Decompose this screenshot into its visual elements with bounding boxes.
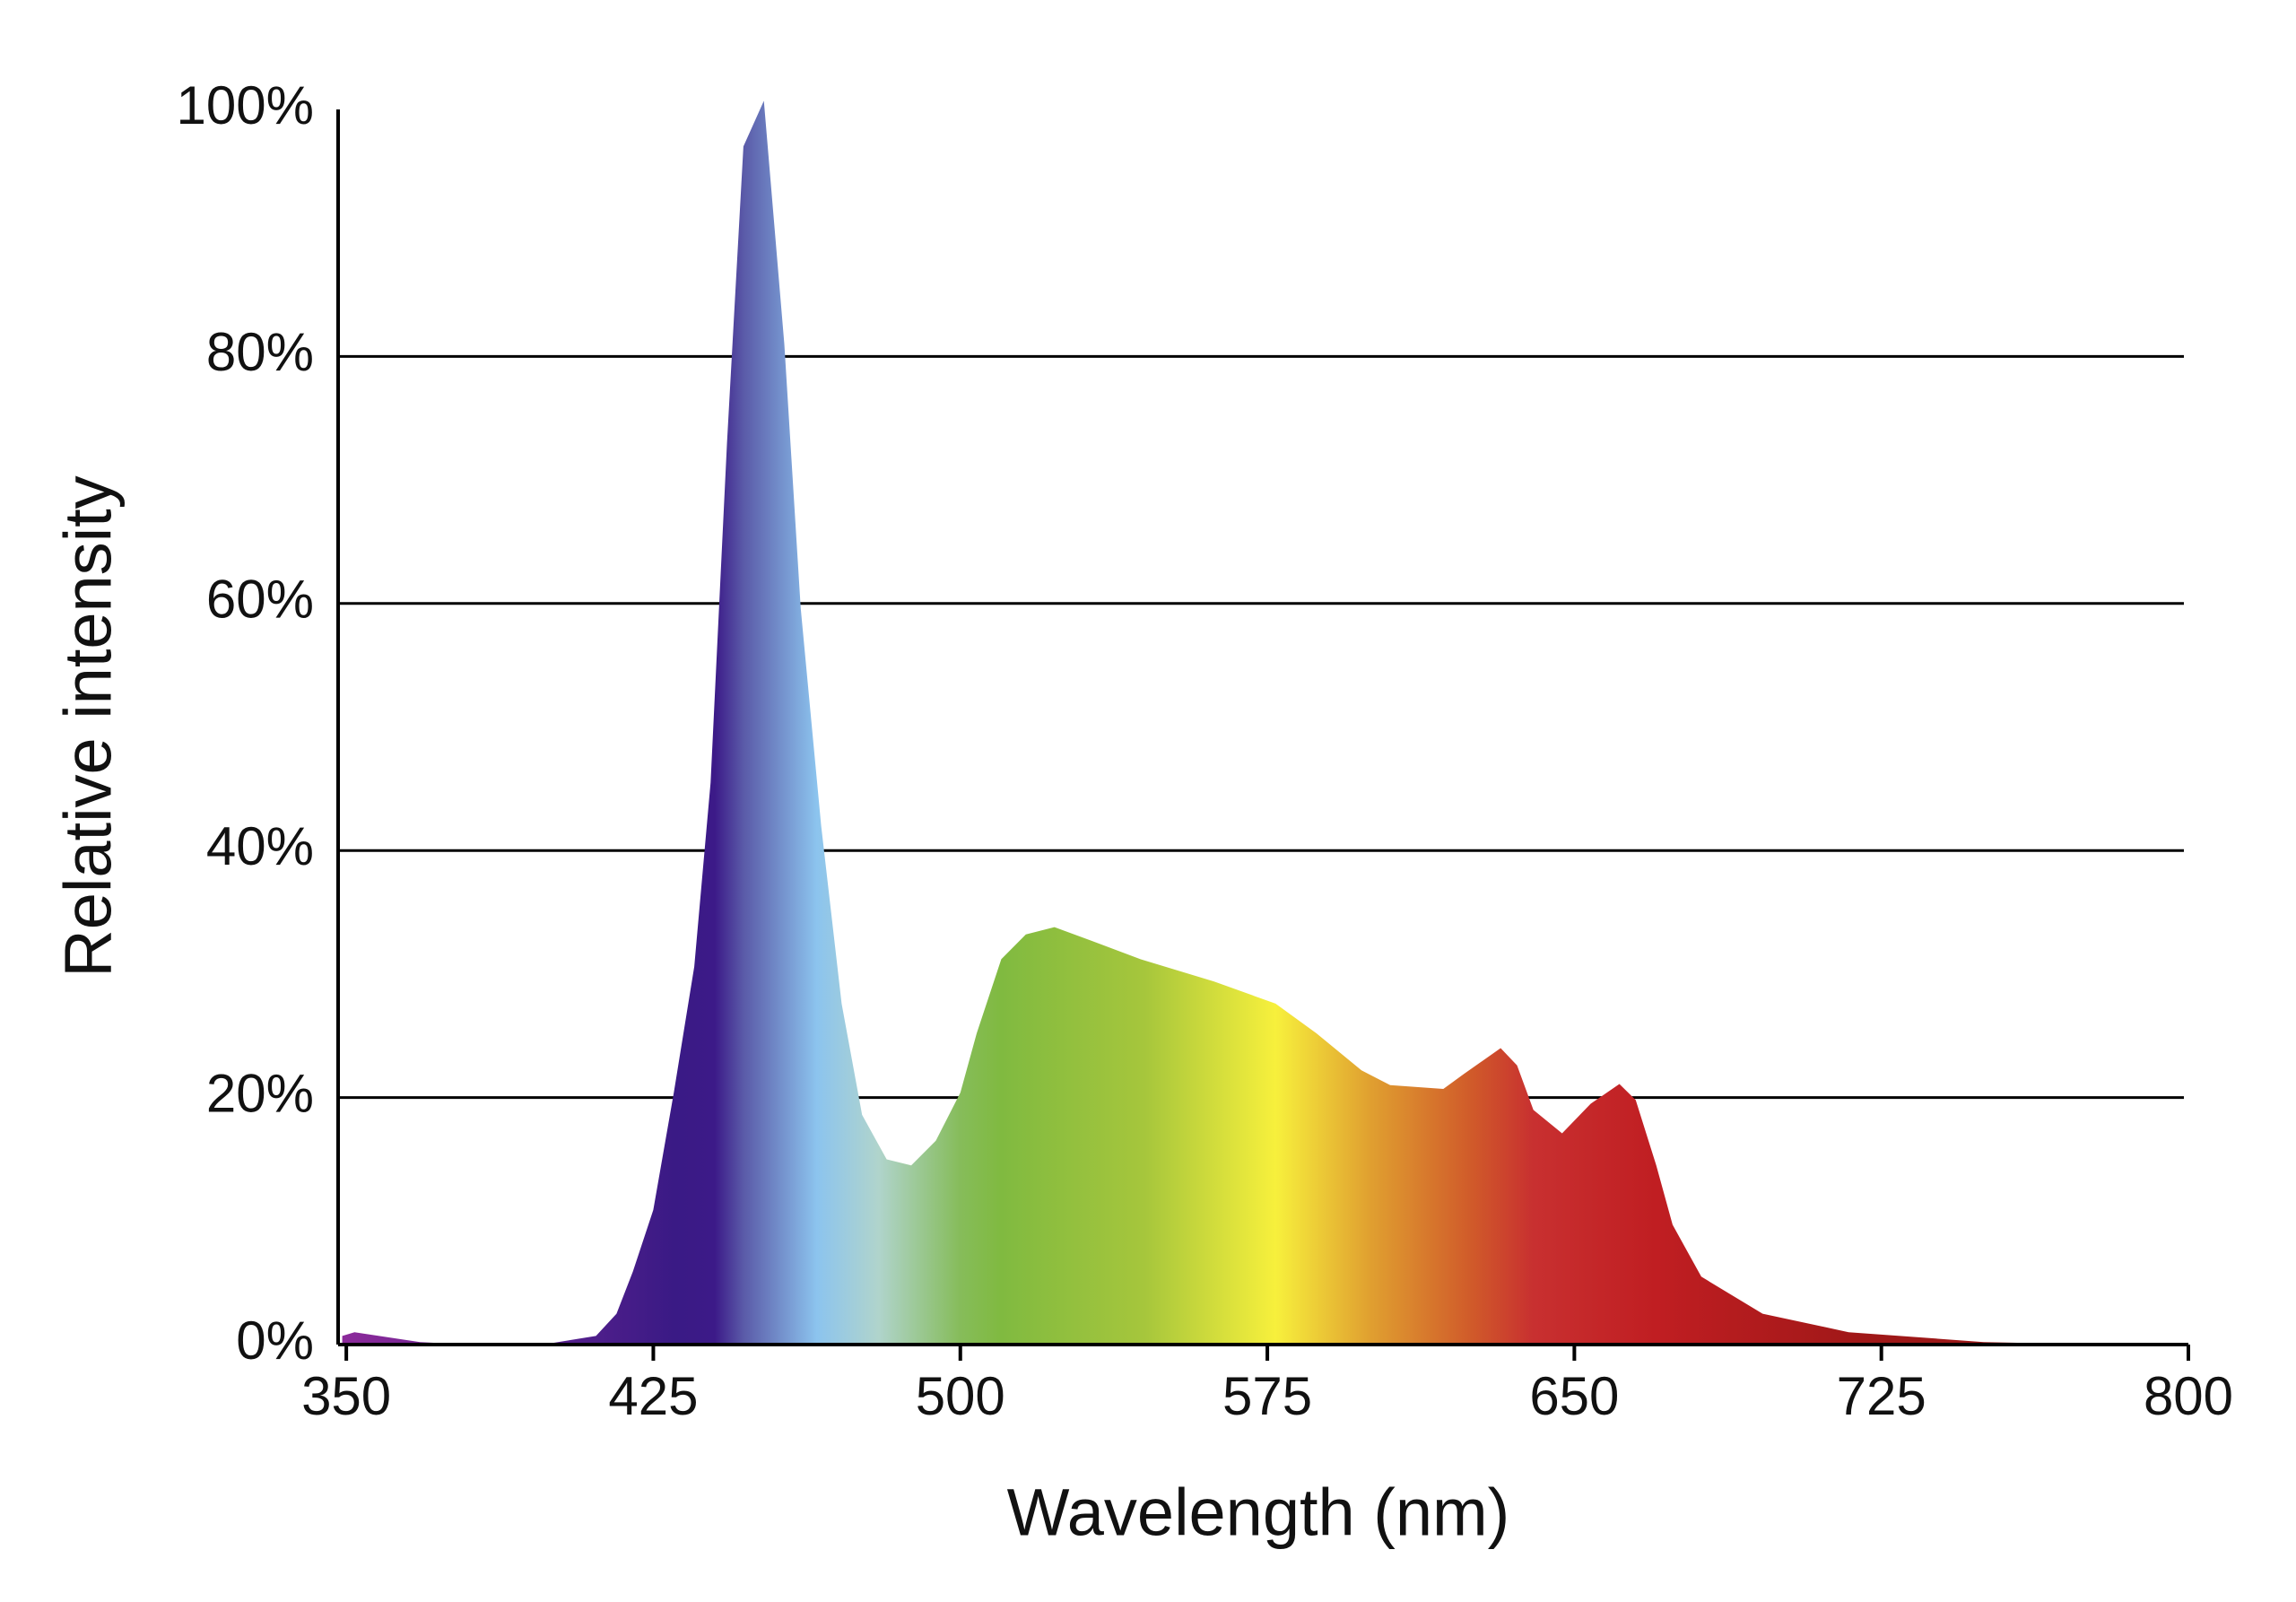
spectrum-area (342, 100, 2180, 1345)
y-tick-label: 80% (206, 322, 314, 382)
x-tick-label: 650 (1529, 1366, 1619, 1426)
axes: 0% 20% 40% 60% 80% 100% 350 425 500 575 650 725 800 (177, 75, 2234, 1426)
y-tick-label: 100% (177, 75, 314, 135)
x-axis-title: Wavelength (nm) (1007, 1476, 1510, 1550)
x-tick-label: 800 (2144, 1366, 2233, 1426)
y-axis-title: Relative intensity (51, 475, 126, 977)
plot-area (342, 100, 2180, 1345)
x-tick-label: 500 (916, 1366, 1005, 1426)
x-tick-label: 725 (1837, 1366, 1926, 1426)
x-tick-label: 350 (301, 1366, 391, 1426)
y-tick-label: 60% (206, 570, 314, 630)
grid (338, 354, 2184, 1100)
y-tick-label: 20% (206, 1063, 314, 1123)
x-tick-label: 575 (1222, 1366, 1312, 1426)
x-tick-label: 425 (608, 1366, 698, 1426)
y-tick-label: 40% (206, 816, 314, 876)
y-tick-label: 0% (236, 1310, 314, 1371)
